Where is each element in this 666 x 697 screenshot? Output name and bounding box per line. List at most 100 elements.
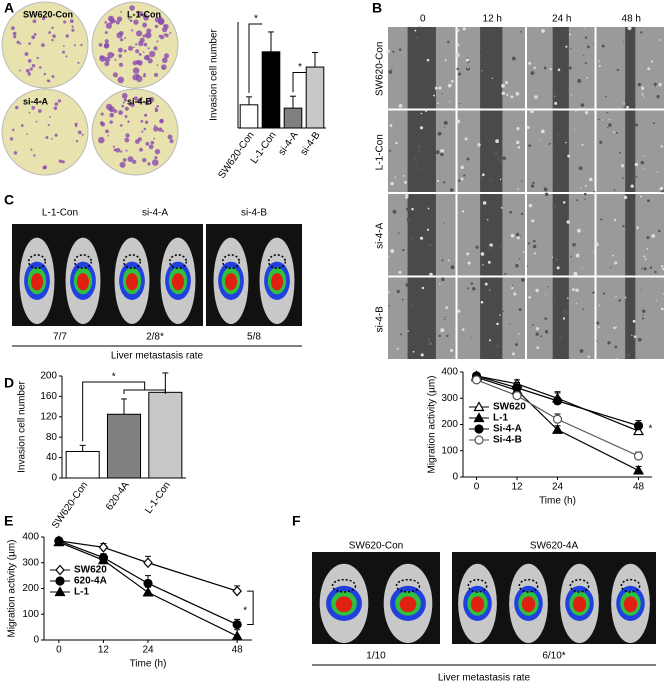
cell-texture — [487, 260, 491, 264]
cell-texture — [387, 291, 390, 294]
cell-texture — [618, 151, 621, 154]
cell-dot — [49, 116, 51, 118]
cell-texture — [447, 40, 450, 44]
cell-texture — [574, 128, 576, 130]
cell-dot — [167, 134, 173, 140]
cell-texture — [581, 143, 584, 146]
cell-dot — [109, 120, 113, 124]
cell-dot — [38, 66, 42, 69]
cell-texture — [501, 91, 506, 96]
cell-texture — [654, 270, 657, 274]
liver-outline — [73, 254, 93, 270]
cell-texture — [562, 309, 567, 313]
cell-texture — [481, 70, 483, 72]
scratch-gap — [625, 194, 636, 276]
cell-texture — [426, 228, 430, 231]
dish-photo — [91, 1, 179, 89]
cell-dot — [132, 67, 140, 74]
y-axis-label: Invasion cell number — [209, 28, 220, 120]
cell-texture — [440, 328, 445, 333]
cell-texture — [565, 45, 568, 48]
cell-dot — [154, 124, 156, 127]
cell-texture — [440, 152, 444, 157]
cell-texture — [606, 111, 609, 114]
cell-texture — [488, 296, 491, 299]
cell-dot — [136, 98, 142, 104]
cell-texture — [449, 101, 451, 103]
cell-texture — [584, 27, 586, 29]
cell-texture — [632, 319, 636, 323]
cell-texture — [586, 45, 590, 49]
cell-texture — [586, 76, 589, 79]
liver-outline — [395, 578, 421, 593]
cell-texture — [511, 284, 514, 286]
cell-texture — [625, 353, 630, 358]
series-line — [476, 379, 639, 457]
cell-dot — [136, 30, 143, 37]
cell-texture — [510, 233, 515, 238]
cell-texture — [532, 244, 537, 249]
cell-texture — [466, 252, 470, 256]
cell-texture — [396, 347, 399, 350]
cell-dot — [158, 127, 163, 132]
y-tick-label: 100 — [441, 445, 458, 456]
cell-texture — [506, 93, 509, 96]
cell-dot — [142, 34, 146, 38]
cell-texture — [456, 67, 459, 71]
cell-texture — [456, 43, 460, 47]
cell-texture — [596, 340, 598, 342]
cell-texture — [413, 26, 416, 30]
series-line — [58, 540, 238, 592]
cell-texture — [513, 292, 517, 296]
cell-texture — [624, 296, 627, 299]
liver-outline — [467, 578, 488, 593]
y-tick-label: 300 — [22, 557, 39, 568]
cell-dot — [63, 20, 67, 24]
cell-texture — [534, 252, 537, 255]
cell-dot — [129, 19, 133, 22]
cell-texture — [441, 259, 444, 262]
cell-texture — [642, 309, 646, 314]
cell-texture — [557, 68, 561, 72]
sig-bracket — [248, 23, 263, 93]
bar — [106, 413, 142, 479]
cell-texture — [651, 233, 656, 238]
cell-texture — [491, 77, 493, 79]
marker — [55, 564, 65, 576]
cell-texture — [481, 173, 485, 177]
cell-texture — [635, 175, 638, 178]
cell-texture — [615, 326, 617, 328]
cell-texture — [421, 286, 425, 290]
caption: Liver metastasis rate — [438, 673, 531, 684]
cell-texture — [554, 257, 559, 262]
cell-texture — [608, 123, 612, 127]
cell-dot — [35, 120, 38, 123]
x-tick-label: 48 — [232, 645, 244, 656]
cell-texture — [530, 71, 535, 75]
cell-texture — [406, 207, 410, 211]
cell-texture — [575, 253, 580, 258]
scratch-gap — [552, 27, 569, 109]
y-tick-label: 100 — [22, 609, 39, 620]
cell-texture — [511, 286, 514, 290]
cell-texture — [643, 96, 645, 99]
cell-dot — [129, 5, 135, 11]
marker — [54, 586, 66, 597]
cell-texture — [482, 28, 484, 31]
cell-dot — [118, 54, 123, 58]
cell-dot — [27, 72, 31, 76]
cell-texture — [461, 210, 465, 213]
bar — [239, 104, 259, 129]
cell-texture — [575, 302, 577, 305]
cell-texture — [602, 292, 606, 295]
cell-dot — [107, 51, 114, 59]
cell-texture — [526, 265, 529, 267]
cell-texture — [460, 165, 464, 170]
cell-texture — [641, 267, 643, 270]
bar — [148, 391, 183, 479]
cell-texture — [637, 337, 642, 342]
sig-bracket — [292, 71, 307, 93]
group-label: si-4-A — [142, 208, 168, 219]
cell-texture — [440, 277, 445, 282]
cell-texture — [504, 81, 508, 85]
